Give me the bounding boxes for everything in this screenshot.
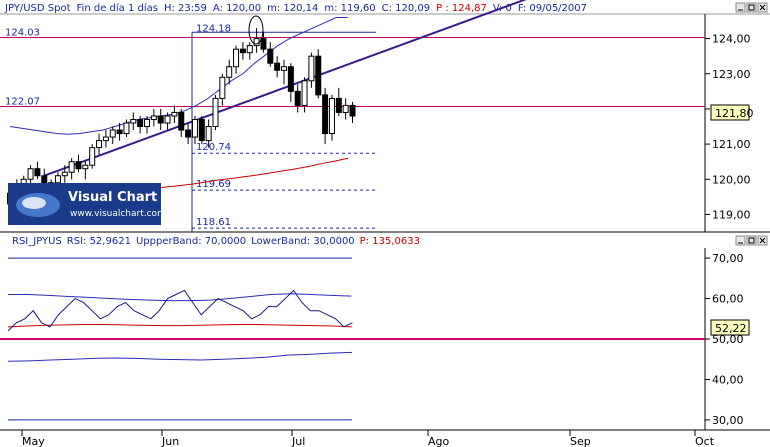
candle-body: [205, 126, 212, 142]
rsi-y-tick-label: 70,00: [712, 252, 744, 265]
y-tick-label: 123,00: [712, 68, 751, 81]
candle-body: [281, 66, 287, 71]
candle-body: [315, 55, 322, 96]
y-tick-label: 120,00: [712, 173, 751, 186]
candle-body: [123, 122, 130, 135]
x-tick-label: Sep: [570, 435, 591, 447]
candle-body: [342, 104, 349, 113]
price-window-controls: [735, 2, 768, 13]
candle-body: [246, 45, 253, 54]
candle-body: [150, 115, 157, 120]
svg-text:Visual Chart: Visual Chart: [68, 190, 157, 205]
rsi-y-tick-label: 60,00: [712, 293, 744, 306]
rsi-band-lower: [7, 351, 353, 362]
level-label: 124.03: [5, 28, 40, 39]
candle-body: [253, 38, 260, 47]
rsi-last-value-tag: 52,22: [710, 319, 750, 336]
minimize-icon[interactable]: [735, 2, 746, 13]
candle-body: [178, 111, 185, 131]
candle-body: [328, 97, 335, 135]
candle-body: [212, 97, 219, 128]
candle-body: [102, 136, 109, 142]
level-label: 124.18: [196, 23, 231, 34]
x-tick-label: Jul: [291, 435, 305, 447]
x-tick-label: Oct: [695, 435, 715, 447]
candle-body: [130, 118, 137, 124]
y-tick-label: 121,00: [712, 138, 751, 151]
candle-body: [198, 118, 205, 142]
candle-body: [219, 76, 226, 99]
x-axis: May Jun Jul Ago Sep Oct: [21, 430, 715, 447]
rsi-header: RSI_JPYUS RSI: 52,9621 UppperBand: 70,0000…: [12, 236, 420, 247]
candle-body: [75, 161, 82, 170]
level-label: 118.61: [196, 217, 231, 228]
maximize-icon[interactable]: [746, 2, 757, 13]
rsi-signal-series: [7, 323, 352, 328]
y-tick-label: 124,00: [712, 33, 751, 46]
candle-body: [137, 118, 144, 128]
x-tick-label: Jun: [161, 435, 179, 447]
x-tick-label: Ago: [428, 435, 450, 447]
candle-body: [260, 38, 267, 50]
candle-body: [287, 66, 294, 92]
visual-chart-logo: Visual Chart www.visualchart.com: [8, 183, 166, 225]
candle-body: [335, 97, 342, 113]
candle-body: [68, 161, 75, 173]
rsi-y-tick-label: 30,00: [712, 414, 744, 427]
candle-body: [109, 129, 116, 138]
candle-body: [226, 66, 233, 78]
svg-text:52,22: 52,22: [715, 322, 747, 335]
candle-body: [27, 168, 34, 180]
rsi-series: [7, 289, 353, 332]
rsi-window-controls: [735, 235, 768, 246]
candle-body: [233, 48, 240, 68]
level-label: 122.07: [5, 96, 40, 107]
candle-body: [82, 164, 89, 170]
candle-body: [349, 104, 356, 117]
x-tick-label: May: [22, 435, 45, 447]
candle-body: [144, 118, 150, 128]
candle-body: [294, 90, 301, 106]
y-tick-label: 119,00: [712, 208, 751, 221]
candle-body: [164, 115, 171, 124]
candle-body: [116, 129, 123, 135]
rsi-maximize-icon[interactable]: [746, 235, 757, 246]
candle-body: [89, 147, 96, 166]
svg-text:www.visualchart.com: www.visualchart.com: [70, 209, 166, 219]
svg-text:121,80: 121,80: [715, 107, 754, 120]
candle-body: [54, 175, 61, 184]
candle-body: [274, 62, 281, 71]
candle-body: [267, 48, 274, 64]
candle-body: [239, 48, 246, 54]
rsi-band-upper: [8, 293, 352, 302]
rsi-y-tick-label: 40,00: [712, 373, 744, 386]
candle-body: [61, 171, 68, 177]
candle-body: [191, 118, 198, 138]
rsi-y-tick-label: 50,00: [712, 333, 744, 346]
level-label: 119.69: [196, 179, 231, 190]
candle-body: [96, 140, 103, 149]
price-plot: 124.03 122.07 120.74 119.69 118.61 124.18 124,…: [0, 0, 751, 232]
candle-body: [301, 80, 308, 106]
rsi-plot: 70,00 60,00 50,00 40,00 30,00: [0, 252, 744, 427]
candle-body: [157, 115, 164, 124]
candle-body: [308, 55, 315, 82]
annotation-ellipse: [248, 15, 264, 45]
level-label: 120.74: [196, 142, 231, 153]
price-last-value-tag: 121,80: [710, 104, 754, 121]
rsi-minimize-icon[interactable]: [735, 235, 746, 246]
candle-body: [171, 111, 178, 117]
candle-body: [34, 168, 41, 177]
candle-body: [185, 129, 192, 138]
candle-body: [322, 94, 329, 135]
